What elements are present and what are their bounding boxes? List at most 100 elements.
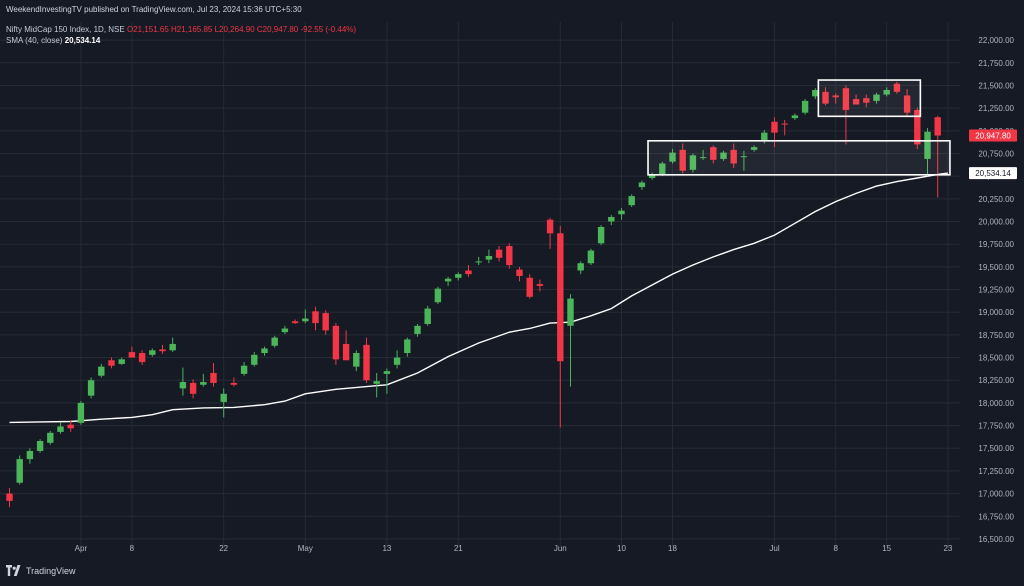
- candle: [689, 153, 697, 173]
- candle: [67, 420, 74, 432]
- candle-body: [516, 269, 523, 276]
- candle-body: [179, 382, 187, 389]
- time-axis[interactable]: Apr 8 22 May 13 21 Jun 10 18 Jul 8 15 23: [75, 544, 953, 553]
- candle: [608, 215, 615, 226]
- candle: [842, 85, 850, 145]
- candle: [801, 99, 809, 115]
- candle-body: [608, 216, 615, 222]
- candle-body: [67, 424, 74, 429]
- candle-body: [628, 196, 635, 206]
- candle-body: [312, 311, 319, 324]
- candle: [189, 379, 197, 399]
- candle: [852, 94, 860, 105]
- candle-body: [87, 380, 95, 396]
- candle: [261, 346, 268, 356]
- x-tick-label: Apr: [75, 544, 88, 553]
- candle: [893, 81, 901, 94]
- y-tick-label: 20,000.00: [978, 218, 1014, 227]
- candle-body: [138, 353, 146, 363]
- candle-body: [6, 493, 13, 501]
- candle-body: [77, 402, 85, 423]
- candle: [383, 368, 391, 394]
- candle: [485, 249, 493, 264]
- candle: [822, 87, 829, 106]
- candle: [812, 88, 819, 100]
- candle: [659, 161, 666, 177]
- candle-body: [383, 371, 391, 374]
- candle-body: [750, 147, 758, 150]
- price-axis[interactable]: 16,500.00 16,750.00 17,000.00 17,250.00 17,5…: [978, 36, 1014, 544]
- x-tick-label: 10: [617, 544, 626, 553]
- candle: [302, 309, 309, 324]
- publish-info: WeekendInvestingTV published on TradingV…: [6, 5, 302, 14]
- annotation-boxes: [647, 79, 951, 176]
- candle: [546, 217, 554, 249]
- candle: [628, 194, 635, 208]
- lower-consolidation-box: [647, 140, 951, 176]
- candle-body: [363, 344, 370, 381]
- sma-legend: SMA (40, close) 20,534.14: [6, 36, 100, 45]
- candle: [159, 344, 166, 354]
- candle-body: [332, 325, 340, 360]
- candle: [118, 357, 125, 365]
- candle-body: [822, 91, 829, 104]
- candle: [577, 261, 584, 275]
- candle: [291, 319, 299, 324]
- change-value: -92.55 (-0.44%): [300, 25, 357, 34]
- candle-body: [291, 321, 299, 324]
- candle-body: [200, 382, 207, 385]
- candle-body: [47, 432, 54, 443]
- candle-body: [730, 149, 737, 164]
- candle: [16, 455, 23, 485]
- upper-consolidation-box: [817, 79, 922, 118]
- candle-body: [455, 274, 462, 278]
- candle-body: [771, 121, 778, 133]
- tradingview-logo[interactable]: TradingView: [6, 565, 76, 576]
- candle: [638, 180, 646, 190]
- candle-body: [210, 372, 217, 383]
- candle: [210, 362, 217, 387]
- y-tick-label: 19,500.00: [978, 263, 1014, 272]
- candle: [353, 350, 360, 372]
- candles-layer: [6, 81, 941, 508]
- candle-body: [16, 459, 23, 483]
- candle: [679, 143, 686, 174]
- candle: [26, 448, 34, 464]
- y-tick-label: 19,750.00: [978, 240, 1014, 249]
- grid-lines: [0, 22, 960, 548]
- y-tick-label: 18,000.00: [978, 399, 1014, 408]
- candle: [230, 377, 238, 387]
- y-tick-label: 20,750.00: [978, 150, 1014, 159]
- sma-line: [9, 172, 948, 424]
- price-tags: 20,947.80 20,534.14: [969, 129, 1017, 180]
- candle: [495, 246, 503, 262]
- y-tick-label: 16,750.00: [978, 512, 1014, 521]
- sma-layer: [9, 172, 948, 424]
- candle: [240, 362, 248, 376]
- candle: [169, 337, 176, 353]
- x-tick-label: 8: [130, 544, 135, 553]
- candle-body: [587, 250, 595, 264]
- candle: [108, 357, 115, 369]
- y-tick-label: 20,250.00: [978, 195, 1014, 204]
- candle: [138, 350, 146, 365]
- x-tick-label: 18: [668, 544, 677, 553]
- candle-body: [149, 350, 156, 355]
- candle-body: [220, 393, 227, 402]
- candle: [36, 439, 44, 453]
- candle: [669, 148, 676, 164]
- candle: [903, 89, 911, 118]
- candle-body: [414, 325, 421, 334]
- candle-body: [465, 270, 472, 275]
- tradingview-logo-icon: [6, 565, 22, 576]
- candle: [526, 274, 533, 299]
- y-tick-label: 17,250.00: [978, 467, 1014, 476]
- last-price-label: 20,947.80: [975, 132, 1011, 141]
- candle-body: [863, 98, 870, 103]
- symbol-legend: Nifty MidCap 150 Index, 1D, NSE O21,151.…: [6, 25, 356, 34]
- candle: [873, 92, 880, 104]
- candle-body: [353, 353, 360, 367]
- sma-label: SMA (40, close): [6, 36, 63, 45]
